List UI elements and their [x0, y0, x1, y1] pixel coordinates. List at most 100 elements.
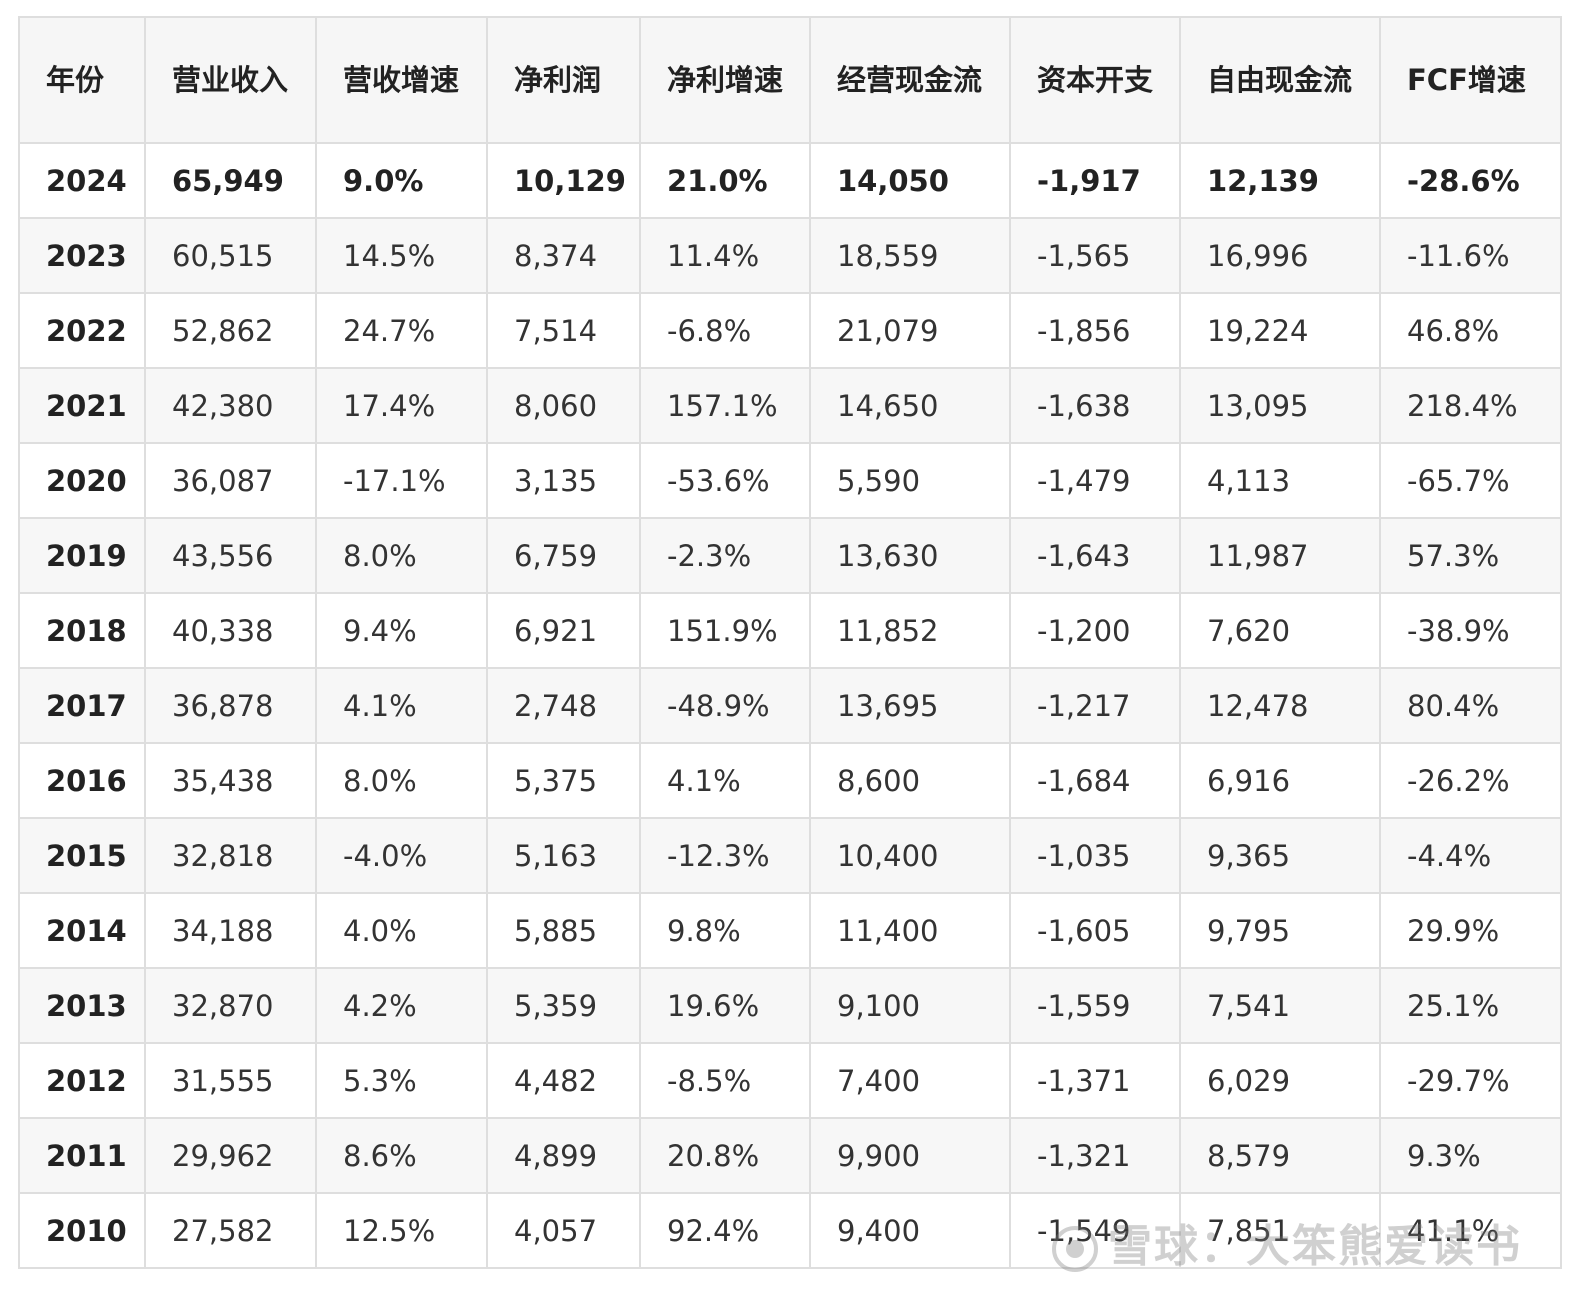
- table-cell: 11,400: [809, 892, 1011, 969]
- table-cell: 3,135: [486, 442, 641, 519]
- column-header: 净利润: [486, 16, 641, 144]
- table-cell: 24.7%: [315, 292, 488, 369]
- table-cell: 5,590: [809, 442, 1011, 519]
- table-cell: 9,400: [809, 1192, 1011, 1269]
- table-cell: 5,885: [486, 892, 641, 969]
- header-row: 年份 营业收入 营收增速 净利润 净利增速 经营现金流 资本开支 自由现金流 FCF增速: [18, 16, 1562, 144]
- table-row: 2013 32,870 4.2% 5,359 19.6% 9,100 -1,559 7,541…: [18, 967, 1562, 1044]
- table-row: 2015 32,818 -4.0% 5,163 -12.3% 10,400 -1,035 9,…: [18, 817, 1562, 894]
- table-cell: 4,057: [486, 1192, 641, 1269]
- table-cell: -1,200: [1009, 592, 1181, 669]
- table-cell: 27,582: [144, 1192, 317, 1269]
- year-cell: 2024: [18, 142, 146, 219]
- table-cell: 4.0%: [315, 892, 488, 969]
- table-row: 2018 40,338 9.4% 6,921 151.9% 11,852 -1,200 7,6…: [18, 592, 1562, 669]
- table-cell: -1,565: [1009, 217, 1181, 294]
- table-cell: 5,163: [486, 817, 641, 894]
- table-cell: 36,087: [144, 442, 317, 519]
- table-cell: 9,900: [809, 1117, 1011, 1194]
- table-cell: -8.5%: [639, 1042, 811, 1119]
- table-cell: -1,856: [1009, 292, 1181, 369]
- table-cell: -4.4%: [1379, 817, 1562, 894]
- table-cell: 5.3%: [315, 1042, 488, 1119]
- table-cell: 21.0%: [639, 142, 811, 219]
- year-cell: 2015: [18, 817, 146, 894]
- table-cell: -1,035: [1009, 817, 1181, 894]
- table-cell: 7,514: [486, 292, 641, 369]
- table-cell: 40,338: [144, 592, 317, 669]
- table-cell: 13,630: [809, 517, 1011, 594]
- table-cell: 6,916: [1179, 742, 1381, 819]
- table-cell: 151.9%: [639, 592, 811, 669]
- table-cell: 9,100: [809, 967, 1011, 1044]
- year-cell: 2013: [18, 967, 146, 1044]
- year-cell: 2014: [18, 892, 146, 969]
- table-cell: 6,759: [486, 517, 641, 594]
- year-cell: 2021: [18, 367, 146, 444]
- table-cell: 7,851: [1179, 1192, 1381, 1269]
- table-cell: 6,029: [1179, 1042, 1381, 1119]
- table-row: 2024 65,949 9.0% 10,129 21.0% 14,050 -1,917 12,…: [18, 142, 1562, 219]
- table-row: 2016 35,438 8.0% 5,375 4.1% 8,600 -1,684 6,916-…: [18, 742, 1562, 819]
- table-cell: 8,600: [809, 742, 1011, 819]
- table-cell: -1,638: [1009, 367, 1181, 444]
- table-cell: 14,650: [809, 367, 1011, 444]
- table-cell: 4,482: [486, 1042, 641, 1119]
- year-cell: 2016: [18, 742, 146, 819]
- table-cell: 9.4%: [315, 592, 488, 669]
- table-cell: 46.8%: [1379, 292, 1562, 369]
- table-cell: 8,374: [486, 217, 641, 294]
- table-cell: 92.4%: [639, 1192, 811, 1269]
- year-cell: 2018: [18, 592, 146, 669]
- table-cell: 52,862: [144, 292, 317, 369]
- table-cell: 11,987: [1179, 517, 1381, 594]
- table-cell: 4.2%: [315, 967, 488, 1044]
- table-cell: -1,217: [1009, 667, 1181, 744]
- table-cell: 7,620: [1179, 592, 1381, 669]
- table-cell: 42,380: [144, 367, 317, 444]
- table-cell: 6,921: [486, 592, 641, 669]
- table-cell: 65,949: [144, 142, 317, 219]
- table-cell: 12,139: [1179, 142, 1381, 219]
- table-cell: 19,224: [1179, 292, 1381, 369]
- column-header: FCF增速: [1379, 16, 1562, 144]
- table-cell: 80.4%: [1379, 667, 1562, 744]
- column-header: 营收增速: [315, 16, 488, 144]
- column-header: 自由现金流: [1179, 16, 1381, 144]
- table-cell: -1,559: [1009, 967, 1181, 1044]
- table-cell: 60,515: [144, 217, 317, 294]
- table-body: 2024 65,949 9.0% 10,129 21.0% 14,050 -1,917 12,…: [18, 142, 1562, 1269]
- table-cell: 18,559: [809, 217, 1011, 294]
- table-cell: 2,748: [486, 667, 641, 744]
- table-cell: -53.6%: [639, 442, 811, 519]
- table-cell: 19.6%: [639, 967, 811, 1044]
- table-cell: 31,555: [144, 1042, 317, 1119]
- table-cell: 41.1%: [1379, 1192, 1562, 1269]
- table-row: 2012 31,555 5.3% 4,482 -8.5% 7,400 -1,371 6,029…: [18, 1042, 1562, 1119]
- year-cell: 2020: [18, 442, 146, 519]
- table-cell: 9,365: [1179, 817, 1381, 894]
- table-cell: 7,400: [809, 1042, 1011, 1119]
- table-cell: 11,852: [809, 592, 1011, 669]
- table-cell: 17.4%: [315, 367, 488, 444]
- table-cell: -1,371: [1009, 1042, 1181, 1119]
- table-cell: 4,899: [486, 1117, 641, 1194]
- table-cell: 12,478: [1179, 667, 1381, 744]
- table-cell: -26.2%: [1379, 742, 1562, 819]
- table-cell: 57.3%: [1379, 517, 1562, 594]
- table-cell: 14.5%: [315, 217, 488, 294]
- table-cell: -1,321: [1009, 1117, 1181, 1194]
- table-cell: 29.9%: [1379, 892, 1562, 969]
- table-row: 2011 29,962 8.6% 4,899 20.8% 9,900 -1,321 8,579…: [18, 1117, 1562, 1194]
- year-cell: 2010: [18, 1192, 146, 1269]
- table-cell: 8,579: [1179, 1117, 1381, 1194]
- column-header: 净利增速: [639, 16, 811, 144]
- table-cell: -4.0%: [315, 817, 488, 894]
- table-cell: 10,129: [486, 142, 641, 219]
- table-cell: -1,643: [1009, 517, 1181, 594]
- table-cell: 34,188: [144, 892, 317, 969]
- table-cell: 5,359: [486, 967, 641, 1044]
- year-cell: 2012: [18, 1042, 146, 1119]
- table-cell: 32,818: [144, 817, 317, 894]
- financial-table-container: 年份 营业收入 营收增速 净利润 净利增速 经营现金流 资本开支 自由现金流 FCF增速 202…: [18, 16, 1562, 1269]
